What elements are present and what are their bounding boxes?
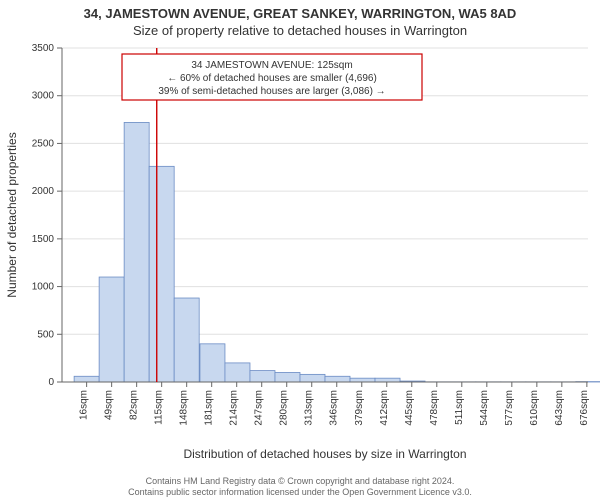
ytick-label: 2500: [32, 138, 55, 149]
annotation-line3: 39% of semi-detached houses are larger (…: [158, 86, 385, 97]
footer-line2: Contains public sector information licen…: [0, 487, 600, 498]
xtick-label: 247sqm: [254, 390, 265, 426]
ytick-label: 2000: [32, 186, 55, 197]
histogram-bar: [149, 166, 174, 382]
xtick-label: 511sqm: [454, 390, 465, 425]
histogram-bar: [300, 374, 325, 382]
xtick-label: 643sqm: [554, 390, 565, 426]
xtick-label: 313sqm: [304, 390, 315, 426]
ytick-label: 3000: [32, 91, 55, 102]
xtick-label: 181sqm: [204, 390, 215, 426]
xtick-label: 577sqm: [504, 390, 515, 426]
x-axis-label: Distribution of detached houses by size …: [183, 447, 466, 461]
page-address: 34, JAMESTOWN AVENUE, GREAT SANKEY, WARR…: [0, 0, 600, 21]
xtick-label: 379sqm: [354, 390, 365, 426]
ytick-label: 1000: [32, 282, 55, 293]
histogram-bar: [124, 122, 149, 382]
xtick-label: 16sqm: [79, 390, 90, 420]
ytick-label: 3500: [32, 43, 55, 54]
xtick-label: 445sqm: [404, 390, 415, 426]
xtick-label: 346sqm: [329, 390, 340, 426]
page-subtitle: Size of property relative to detached ho…: [0, 21, 600, 38]
y-axis-label: Number of detached properties: [5, 132, 19, 297]
xtick-label: 82sqm: [129, 390, 140, 420]
xtick-label: 280sqm: [279, 390, 290, 426]
xtick-label: 478sqm: [429, 390, 440, 426]
annotation-line1: 34 JAMESTOWN AVENUE: 125sqm: [191, 60, 352, 71]
xtick-label: 214sqm: [229, 390, 240, 426]
xtick-label: 610sqm: [529, 390, 540, 426]
histogram-bar: [375, 378, 400, 382]
histogram-bar: [325, 376, 350, 382]
footer-attribution: Contains HM Land Registry data © Crown c…: [0, 476, 600, 498]
histogram-bar: [200, 344, 225, 382]
xtick-label: 544sqm: [479, 390, 490, 426]
ytick-label: 1500: [32, 234, 55, 245]
histogram-bar: [174, 298, 199, 382]
histogram-bar: [250, 371, 275, 382]
histogram-bar: [99, 277, 124, 382]
histogram-bar: [275, 372, 300, 382]
footer-line1: Contains HM Land Registry data © Crown c…: [0, 476, 600, 487]
histogram-bar: [350, 378, 375, 382]
xtick-label: 115sqm: [154, 390, 165, 425]
chart-svg: 0 500 1000 1500 2000 2500 3000 3500 16sqm 49sqm 82…: [0, 40, 600, 470]
xtick-label: 412sqm: [379, 390, 390, 426]
histogram-chart: 0 500 1000 1500 2000 2500 3000 3500 16sqm 49sqm 82…: [0, 40, 600, 470]
ytick-label: 500: [37, 329, 54, 340]
xtick-label: 49sqm: [104, 390, 115, 420]
xtick-label: 148sqm: [179, 390, 190, 426]
ytick-label: 0: [48, 377, 54, 388]
annotation-line2: ← 60% of detached houses are smaller (4,…: [167, 73, 377, 84]
histogram-bar: [225, 363, 250, 382]
xtick-label: 676sqm: [579, 390, 590, 426]
histogram-bar: [74, 376, 99, 382]
